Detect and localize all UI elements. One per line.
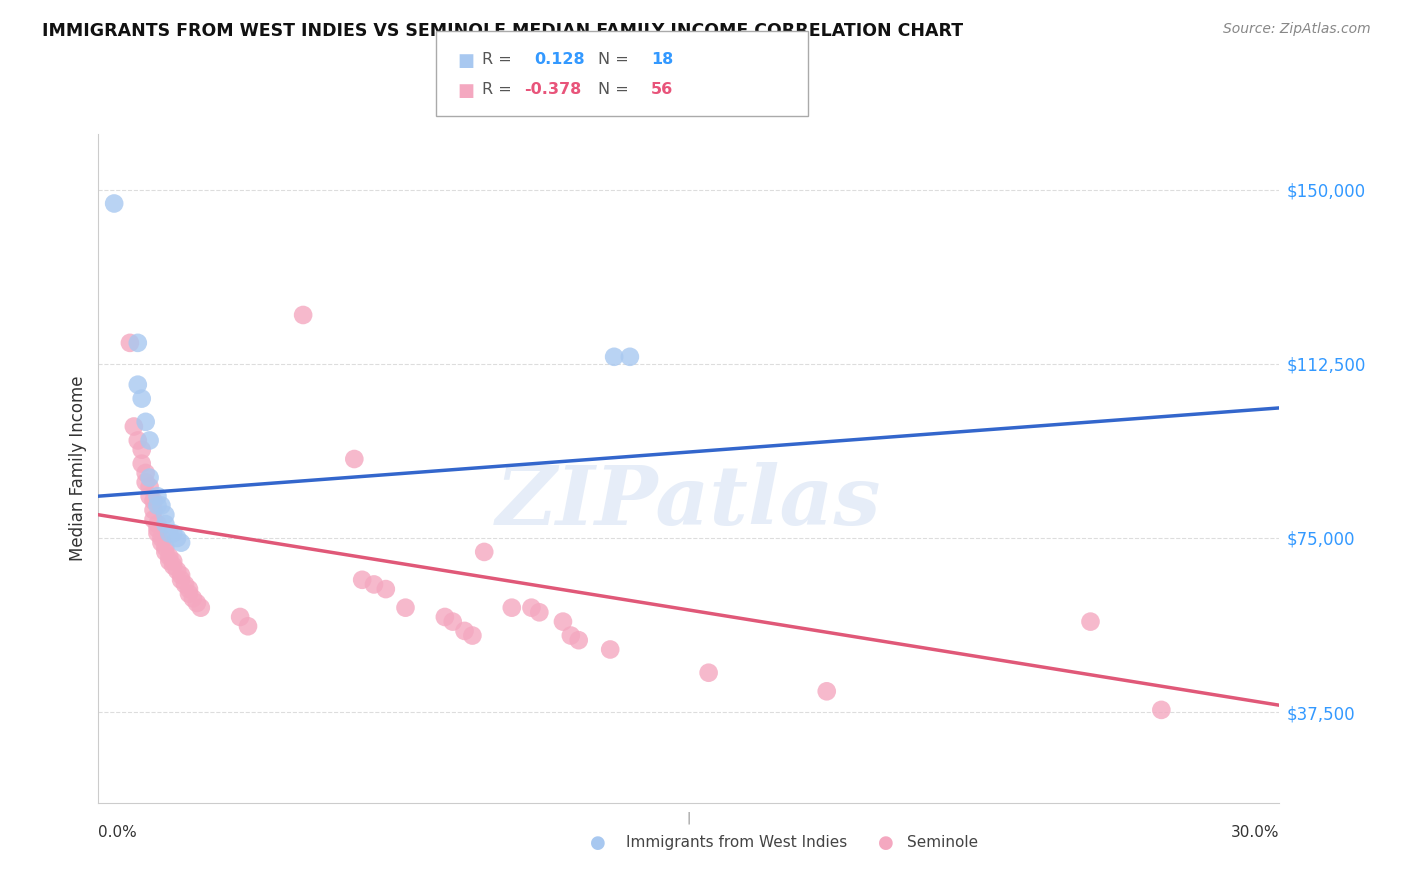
Text: Seminole: Seminole bbox=[907, 836, 979, 850]
Point bbox=[131, 392, 153, 406]
Point bbox=[520, 600, 543, 615]
Text: 30.0%: 30.0% bbox=[1232, 825, 1279, 840]
Y-axis label: Median Family Income: Median Family Income bbox=[69, 376, 87, 561]
Point bbox=[394, 600, 416, 615]
Point bbox=[363, 577, 385, 591]
Point bbox=[551, 615, 574, 629]
Point bbox=[162, 526, 184, 541]
Point bbox=[472, 545, 495, 559]
Point bbox=[343, 452, 366, 467]
Text: ■: ■ bbox=[457, 52, 474, 70]
Point bbox=[186, 596, 208, 610]
Point bbox=[135, 475, 157, 490]
Point bbox=[166, 564, 188, 578]
Text: Source: ZipAtlas.com: Source: ZipAtlas.com bbox=[1223, 22, 1371, 37]
Point bbox=[501, 600, 523, 615]
Point bbox=[146, 517, 169, 532]
Text: 56: 56 bbox=[651, 82, 673, 97]
Point bbox=[135, 466, 157, 480]
Text: N =: N = bbox=[598, 82, 628, 97]
Point bbox=[146, 499, 169, 513]
Point bbox=[603, 350, 626, 364]
Point bbox=[697, 665, 720, 680]
Text: 18: 18 bbox=[651, 52, 673, 67]
Point bbox=[177, 582, 200, 596]
Point bbox=[138, 434, 160, 448]
Point bbox=[599, 642, 621, 657]
Text: ●: ● bbox=[589, 834, 606, 852]
Point bbox=[103, 196, 125, 211]
Point bbox=[190, 600, 212, 615]
Point bbox=[138, 489, 160, 503]
Point bbox=[352, 573, 374, 587]
Point bbox=[529, 605, 551, 619]
Point bbox=[166, 531, 188, 545]
Point bbox=[131, 442, 153, 457]
Point bbox=[236, 619, 259, 633]
Point bbox=[453, 624, 475, 638]
Point bbox=[155, 508, 177, 522]
Point bbox=[118, 335, 141, 350]
Text: 0.0%: 0.0% bbox=[98, 825, 138, 840]
Point bbox=[229, 610, 252, 624]
Text: IMMIGRANTS FROM WEST INDIES VS SEMINOLE MEDIAN FAMILY INCOME CORRELATION CHART: IMMIGRANTS FROM WEST INDIES VS SEMINOLE … bbox=[42, 22, 963, 40]
Point bbox=[146, 526, 169, 541]
Point bbox=[150, 499, 173, 513]
Point bbox=[157, 526, 180, 541]
Point bbox=[170, 568, 193, 582]
Text: 0.128: 0.128 bbox=[534, 52, 585, 67]
Text: N =: N = bbox=[598, 52, 628, 67]
Point bbox=[162, 554, 184, 568]
Point bbox=[1080, 615, 1102, 629]
Point bbox=[1150, 703, 1173, 717]
Point bbox=[162, 558, 184, 573]
Point bbox=[174, 577, 197, 591]
Point bbox=[433, 610, 456, 624]
Point bbox=[138, 480, 160, 494]
Point bbox=[142, 512, 165, 526]
Text: |: | bbox=[686, 812, 692, 825]
Point bbox=[155, 541, 177, 555]
Point bbox=[146, 489, 169, 503]
Point bbox=[127, 434, 149, 448]
Point bbox=[157, 549, 180, 564]
Point bbox=[150, 531, 173, 545]
Text: R =: R = bbox=[482, 52, 512, 67]
Text: ●: ● bbox=[877, 834, 894, 852]
Point bbox=[815, 684, 838, 698]
Point bbox=[374, 582, 396, 596]
Point bbox=[170, 573, 193, 587]
Point bbox=[155, 517, 177, 532]
Point bbox=[142, 493, 165, 508]
Point bbox=[441, 615, 464, 629]
Point bbox=[131, 457, 153, 471]
Point bbox=[142, 503, 165, 517]
Point bbox=[568, 633, 591, 648]
Text: Immigrants from West Indies: Immigrants from West Indies bbox=[626, 836, 846, 850]
Point bbox=[127, 377, 149, 392]
Point bbox=[138, 470, 160, 484]
Point bbox=[122, 419, 145, 434]
Point bbox=[177, 587, 200, 601]
Point bbox=[560, 628, 582, 642]
Point bbox=[170, 535, 193, 549]
Point bbox=[155, 545, 177, 559]
Point bbox=[135, 415, 157, 429]
Point bbox=[181, 591, 204, 606]
Point bbox=[150, 535, 173, 549]
Point bbox=[127, 335, 149, 350]
Point bbox=[146, 522, 169, 536]
Point bbox=[292, 308, 315, 322]
Point bbox=[619, 350, 641, 364]
Text: ■: ■ bbox=[457, 82, 474, 100]
Text: ZIPatlas: ZIPatlas bbox=[496, 462, 882, 541]
Point bbox=[461, 628, 484, 642]
Point bbox=[157, 554, 180, 568]
Text: R =: R = bbox=[482, 82, 512, 97]
Text: -0.378: -0.378 bbox=[524, 82, 582, 97]
